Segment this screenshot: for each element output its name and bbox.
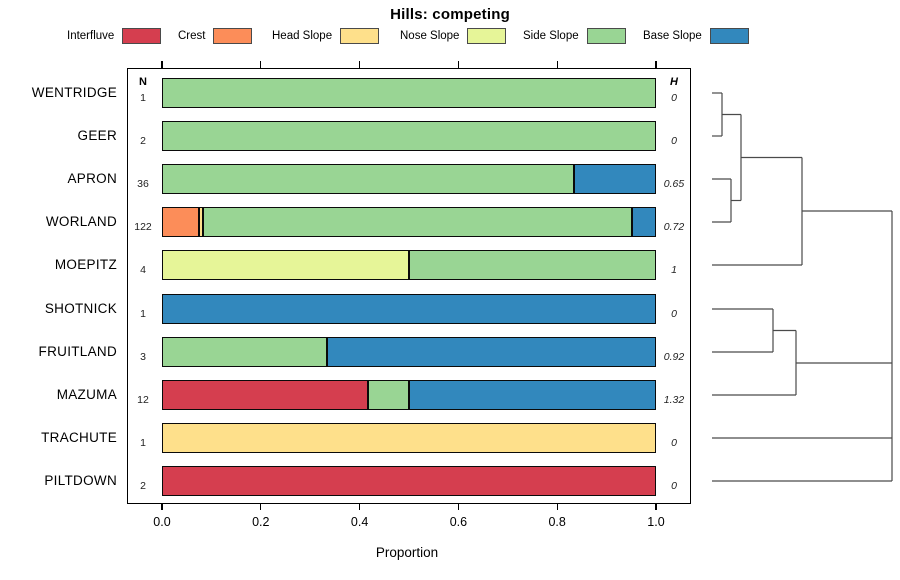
row-label: TRACHUTE [41,429,117,445]
x-axis-bottom-tick [655,503,657,510]
stacked-bar [162,121,656,152]
row-label: GEER [77,128,117,144]
bar-segment [162,164,574,195]
n-value: 4 [140,264,146,277]
x-axis-tick-label: 0.4 [350,515,369,529]
legend-item-label: Interfluve [67,30,115,42]
x-axis-top-tick [556,61,558,68]
legend-item-label: Head Slope [272,30,333,42]
row-label: MAZUMA [56,386,117,402]
legend-swatch [122,28,162,44]
legend-swatch [709,28,749,44]
bar-segment [326,336,656,367]
bar-segment [162,466,656,496]
row-label: PILTDOWN [44,473,117,488]
h-value: 1.32 [663,393,685,406]
x-axis-bottom-tick [260,503,262,510]
h-value: 0.72 [663,221,685,234]
legend-item-label: Base Slope [643,30,702,42]
h-value: 0 [671,135,677,148]
x-axis-tick-label: 0.2 [252,515,270,529]
h-column-header: H [670,76,678,88]
stacked-bar [162,78,656,108]
h-value: 0.92 [663,350,685,363]
bar-segment [162,293,656,324]
legend-item: Side Slope [523,27,626,45]
legend-item: Nose Slope [400,27,507,45]
n-value: 122 [134,221,152,234]
stacked-bar [162,207,656,238]
x-axis-top-tick [161,61,163,68]
x-axis-bottom-tick [359,503,361,510]
stacked-bar [162,466,656,496]
x-axis-bottom-tick [457,503,459,510]
legend-swatch [586,28,626,44]
bar-segment [409,379,656,410]
x-axis-top-tick [260,61,262,68]
row-label: WENTRIDGE [31,85,117,100]
legend-item-label: Side Slope [523,30,579,42]
x-axis-tick-label: 1.0 [647,515,665,529]
legend-swatch [213,28,253,44]
legend-item: Base Slope [643,27,749,45]
legend-swatch [340,28,380,44]
stacked-bar [162,336,656,367]
h-value: 0 [671,480,677,492]
bar-segment [162,422,656,453]
row-label: FRUITLAND [38,343,117,359]
bar-segment [202,207,632,238]
row-label: MOEPITZ [54,257,117,273]
legend-item: Interfluve [67,27,162,45]
n-value: 1 [140,436,146,449]
stacked-bar [162,164,656,195]
n-value: 12 [137,393,149,406]
x-axis-top-tick [457,61,459,68]
x-axis-top-tick [655,61,657,68]
h-value: 0.65 [663,178,685,191]
bar-segment [631,207,656,238]
row-label: WORLAND [45,214,117,230]
legend-item: Crest [178,27,253,45]
legend-item-label: Crest [178,30,206,42]
chart-title: Hills: competing [390,6,510,23]
bar-segment [162,336,327,367]
bar-segment [162,78,656,108]
h-value: 0 [671,92,677,104]
legend-item-label: Nose Slope [400,30,460,42]
x-axis-tick-label: 0.0 [153,515,171,529]
x-axis-bottom-tick [161,503,163,510]
x-axis-label: Proportion [375,545,439,560]
legend-swatch [467,28,507,44]
n-value: 2 [140,135,146,148]
n-value: 36 [137,178,149,191]
x-axis-top-tick [359,61,361,68]
bar-segment [573,164,656,195]
bar-segment [198,207,203,238]
stacked-bar [162,250,656,281]
x-axis-tick-label: 0.6 [449,515,468,529]
legend-item: Head Slope [272,27,380,45]
n-value: 2 [140,480,146,492]
row-label: SHOTNICK [44,300,117,316]
n-value: 3 [140,350,146,363]
n-column-header: N [139,76,147,88]
bar-segment [368,379,409,410]
stacked-bar [162,422,656,453]
bar-segment [162,250,409,281]
x-axis-bottom-tick [556,503,558,510]
stacked-bar [162,379,656,410]
stacked-bar [162,293,656,324]
h-value: 0 [671,307,677,320]
bar-segment [162,121,656,152]
h-value: 0 [671,436,677,449]
n-value: 1 [140,307,146,320]
row-label: APRON [67,171,117,187]
n-value: 1 [140,92,146,104]
bar-segment [162,207,199,238]
x-axis-tick-label: 0.8 [548,515,566,529]
bar-segment [162,379,368,410]
h-value: 1 [671,264,677,277]
bar-segment [409,250,656,281]
